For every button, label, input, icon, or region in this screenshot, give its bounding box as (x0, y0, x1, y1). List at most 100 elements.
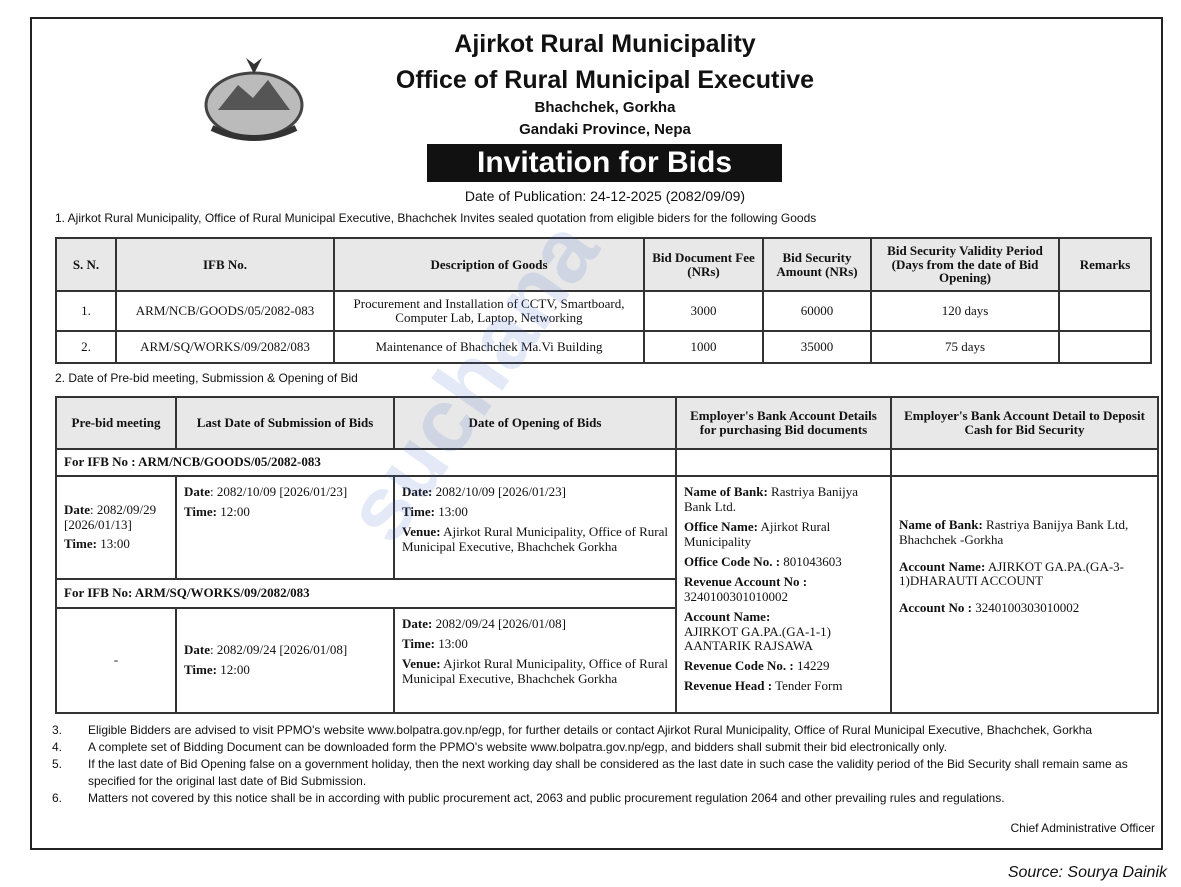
label: Time: (402, 635, 435, 651)
label: Date: (402, 616, 433, 631)
note-item: 4. A complete set of Bidding Document can… (52, 739, 1157, 756)
ifb-group-label: For IFB No : ARM/NCB/GOODS/05/2082-083 (55, 448, 677, 477)
value: 3240100301010002 (684, 588, 788, 604)
office-name: Office of Rural Municipal Executive (395, 66, 815, 94)
submit-date: 2082/10/09 [2026/01/23] (216, 484, 348, 499)
address-line-2: Gandaki Province, Nepa (519, 121, 691, 138)
col-remarks: Remarks (1058, 237, 1152, 292)
value: AJIRKOT GA.PA.(GA-1-1) AANTARIK RAJSAWA (684, 623, 831, 654)
label: Venue: (402, 523, 441, 539)
note-item: 5. If the last date of Bid Opening false … (52, 756, 1157, 790)
col-ifb: IFB No. (115, 237, 335, 292)
col-sn: S. N. (55, 237, 117, 292)
table-header-row: Pre-bid meeting Last Date of Submission … (55, 396, 1159, 450)
note-number: 4. (52, 740, 63, 754)
col-fee: Bid Document Fee (NRs) (643, 237, 764, 292)
notice-frame (30, 17, 1163, 850)
col-bank-security: Employer's Bank Account Detail to Deposi… (890, 396, 1159, 450)
note-text: A complete set of Bidding Document can b… (88, 740, 947, 754)
cell: 2. (55, 330, 117, 364)
venue: Ajirkot Rural Municipality, Office of Ru… (402, 655, 669, 686)
value: 3240100303010002 (975, 600, 1080, 616)
cell: 120 days (870, 290, 1060, 332)
group-row: For IFB No: ARM/SQ/WORKS/09/2082/083 (55, 578, 1158, 609)
col-prebid: Pre-bid meeting (55, 396, 177, 450)
label: Office Code No. : (684, 553, 781, 569)
submit-date: 2082/09/24 [2026/01/08] (216, 642, 348, 658)
goods-table: S. N. IFB No. Description of Goods Bid D… (55, 237, 1152, 364)
schedule-table: Pre-bid meeting Last Date of Submission … (55, 396, 1159, 714)
open-date: 2082/09/24 [2026/01/08] (435, 616, 566, 631)
opening-cell: Date: 2082/09/24 [2026/01/08] Time: 13:00… (393, 607, 677, 714)
source-credit: Source: Sourya Dainik (1007, 864, 1167, 881)
col-security: Bid Security Amount (NRs) (762, 237, 872, 292)
label: Account Name: (899, 558, 986, 574)
section-1-text: 1. Ajirkot Rural Municipality, Office of… (55, 211, 817, 225)
note-number: 3. (52, 723, 63, 737)
note-text: If the last date of Bid Opening false on… (88, 757, 1128, 788)
org-name: Ajirkot Rural Municipality (454, 30, 756, 58)
open-time: 13:00 (438, 503, 468, 519)
value: AJIRKOT GA.PA.(GA-3-1)DHARAUTI ACCOUNT (899, 558, 1124, 589)
cell: 35000 (762, 330, 872, 364)
cell: 75 days (870, 330, 1060, 364)
opening-cell: Date: 2082/10/09 [2026/01/23] Time: 13:00… (393, 475, 677, 580)
prebid-time: 13:00 (100, 536, 130, 552)
prebid-date: 2082/09/29 [2026/01/13] (64, 501, 157, 532)
value: Rastriya Banijya Bank Ltd. (684, 484, 859, 514)
value: Ajirkot Rural Municipality (684, 518, 831, 549)
col-description: Description of Goods (333, 237, 645, 292)
prebid-cell: Date: 2082/09/29 [2026/01/13] Time: 13:00 (55, 475, 177, 580)
open-date: 2082/10/09 [2026/01/23] (435, 484, 566, 499)
label: Date (184, 484, 210, 499)
cell (675, 448, 892, 477)
open-time: 13:00 (438, 635, 468, 651)
cell: ARM/NCB/GOODS/05/2082-083 (115, 290, 335, 332)
col-submission: Last Date of Submission of Bids (175, 396, 395, 450)
publication-date: Date of Publication: 24-12-2025 (2082/09… (464, 188, 746, 204)
address-line-1: Bhachchek, Gorkha (534, 99, 676, 116)
label: Revenue Account No : (684, 573, 808, 589)
submit-time: 12:00 (220, 662, 250, 677)
cell: 1000 (643, 330, 764, 364)
notice-title: Invitation for Bids (427, 144, 782, 182)
cell: 60000 (762, 290, 872, 332)
label: Office Name: (684, 518, 758, 534)
label: Time: (184, 662, 217, 677)
cell (1058, 290, 1152, 332)
value: 14229 (797, 658, 830, 674)
note-text: Eligible Bidders are advised to visit PP… (88, 723, 1093, 737)
label: Revenue Head : (684, 678, 773, 694)
table-row: 2. ARM/SQ/WORKS/09/2082/083 Maintenance of… (55, 330, 1152, 364)
bank-docs-cell: Name of Bank: Rastriya Banijya Bank Ltd.… (675, 475, 892, 714)
submit-time: 12:00 (220, 503, 250, 519)
label: Time: (402, 503, 435, 519)
note-number: 6. (52, 791, 63, 805)
note-item: 6. Matters not covered by this notice sha… (52, 790, 1157, 807)
section-2-text: 2. Date of Pre-bid meeting, Submission &… (55, 371, 358, 385)
signatory: Chief Administrative Officer (1010, 821, 1156, 835)
label: Date: (402, 484, 433, 499)
notes-list: 3. Eligible Bidders are advised to visit … (52, 722, 1157, 807)
submission-cell: Date: 2082/10/09 [2026/01/23] Time: 12:00 (175, 475, 395, 580)
cell: ARM/SQ/WORKS/09/2082/083 (115, 330, 335, 364)
note-number: 5. (52, 757, 63, 771)
label: Venue: (402, 655, 441, 671)
col-opening: Date of Opening of Bids (393, 396, 677, 450)
bank-security-cell: Name of Bank: Rastriya Banijya Bank Ltd,… (890, 475, 1159, 714)
cell (890, 448, 1159, 477)
cell: 3000 (643, 290, 764, 332)
label: Account No : (899, 600, 972, 616)
label: Name of Bank: (684, 484, 768, 499)
label: Date (64, 501, 90, 517)
cell: 1. (55, 290, 117, 332)
note-item: 3. Eligible Bidders are advised to visit … (52, 722, 1157, 739)
table-row: 1. ARM/NCB/GOODS/05/2082-083 Procurement a… (55, 290, 1152, 332)
label: Name of Bank: (899, 516, 983, 532)
col-validity: Bid Security Validity Period (Days from … (870, 237, 1060, 292)
label: Revenue Code No. : (684, 658, 794, 674)
venue: Ajirkot Rural Municipality, Office of Ru… (402, 523, 669, 554)
label: Date (184, 642, 210, 658)
nepal-emblem-icon (198, 50, 310, 145)
value: Tender Form (775, 678, 843, 694)
